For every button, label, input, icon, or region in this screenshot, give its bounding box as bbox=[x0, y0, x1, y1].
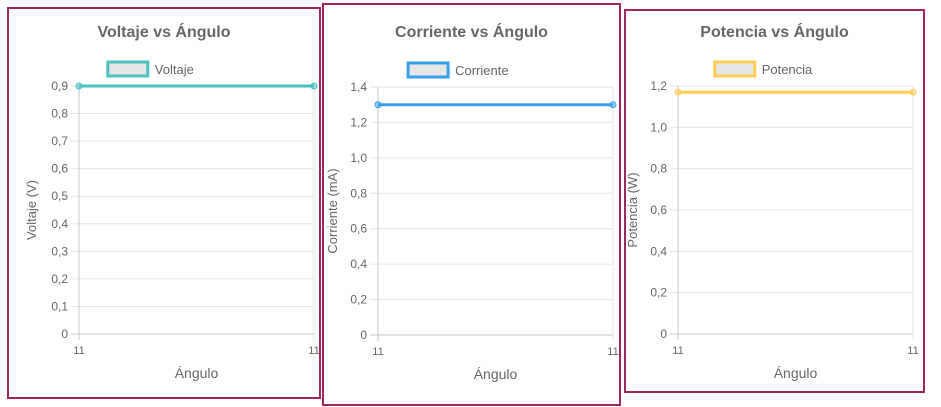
data-point bbox=[674, 88, 682, 96]
data-point bbox=[75, 82, 83, 90]
y-axis-title: Voltaje (V) bbox=[24, 180, 39, 240]
x-axis-title: Ángulo bbox=[774, 365, 818, 381]
y-tick-label: 0 bbox=[660, 327, 667, 341]
chart-title: Corriente vs Ángulo bbox=[395, 22, 548, 41]
chart-title: Potencia vs Ángulo bbox=[700, 22, 849, 41]
current-chart-panel: Corriente vs Ángulo Corriente 0 0,2 0,4 0,6 0,… bbox=[322, 3, 621, 406]
y-tick-label: 0,3 bbox=[51, 244, 68, 258]
data-point bbox=[609, 101, 617, 109]
y-axis-title: Corriente (mA) bbox=[325, 168, 340, 253]
y-tick-label: 0,6 bbox=[350, 222, 367, 236]
y-tick-label: 0,7 bbox=[51, 134, 68, 148]
y-tick-label: 0,6 bbox=[650, 203, 667, 217]
legend-label: Corriente bbox=[455, 63, 508, 78]
x-tick-label: 11 bbox=[308, 345, 319, 357]
legend-label: Potencia bbox=[762, 62, 813, 77]
y-tick-label: 0,5 bbox=[51, 189, 68, 203]
voltage-chart: Voltaje vs Ángulo Voltaje 0 0,1 0,2 0,3 0,4 0,5… bbox=[24, 22, 319, 381]
y-tick-label: 1,2 bbox=[350, 115, 367, 129]
data-point bbox=[909, 88, 917, 96]
y-tick-label: 0 bbox=[360, 328, 367, 342]
x-tick-label: 11 bbox=[372, 346, 383, 358]
legend-swatch bbox=[713, 60, 757, 78]
voltage-chart-panel: Voltaje vs Ángulo Voltaje 0 0,1 0,2 0,3 0,4 0,5… bbox=[7, 7, 321, 399]
legend-swatch bbox=[106, 60, 150, 78]
current-chart: Corriente vs Ángulo Corriente 0 0,2 0,4 0,6 0,… bbox=[325, 22, 619, 382]
data-point bbox=[374, 101, 382, 109]
y-tick-label: 0,2 bbox=[51, 272, 68, 286]
y-tick-label: 0,8 bbox=[650, 162, 667, 176]
y-tick-label: 0,2 bbox=[650, 286, 667, 300]
x-tick-label: 11 bbox=[73, 345, 84, 357]
x-tick-label: 11 bbox=[907, 345, 918, 357]
x-axis-title: Ángulo bbox=[474, 366, 518, 382]
data-point bbox=[310, 82, 318, 90]
y-tick-label: 0,2 bbox=[350, 293, 367, 307]
x-tick-label: 11 bbox=[672, 345, 683, 357]
y-tick-label: 0,6 bbox=[51, 162, 68, 176]
x-axis-title: Ángulo bbox=[175, 365, 219, 381]
y-tick-label: 0,1 bbox=[51, 299, 68, 313]
power-chart-panel: Potencia vs Ángulo Potencia 0 0,2 0,4 0,6 0,8 1… bbox=[624, 9, 925, 393]
y-tick-label: 0,8 bbox=[350, 186, 367, 200]
y-tick-label: 1,4 bbox=[350, 80, 367, 94]
legend-swatch bbox=[406, 61, 450, 79]
y-tick-label: 0 bbox=[61, 327, 68, 341]
y-tick-label: 0,9 bbox=[51, 79, 68, 93]
y-axis-title: Potencia (W) bbox=[626, 172, 640, 247]
y-tick-label: 0,4 bbox=[51, 217, 68, 231]
y-tick-label: 1,0 bbox=[650, 120, 667, 134]
x-tick-label: 11 bbox=[607, 346, 618, 358]
power-chart: Potencia vs Ángulo Potencia 0 0,2 0,4 0,6 0,8 1… bbox=[626, 22, 919, 381]
y-tick-label: 0,4 bbox=[650, 244, 667, 258]
y-tick-label: 0,8 bbox=[51, 107, 68, 121]
legend-label: Voltaje bbox=[155, 62, 194, 77]
y-tick-label: 0,4 bbox=[350, 257, 367, 271]
chart-title: Voltaje vs Ángulo bbox=[97, 22, 230, 41]
y-tick-label: 1,0 bbox=[350, 151, 367, 165]
y-tick-label: 1,2 bbox=[650, 79, 667, 93]
